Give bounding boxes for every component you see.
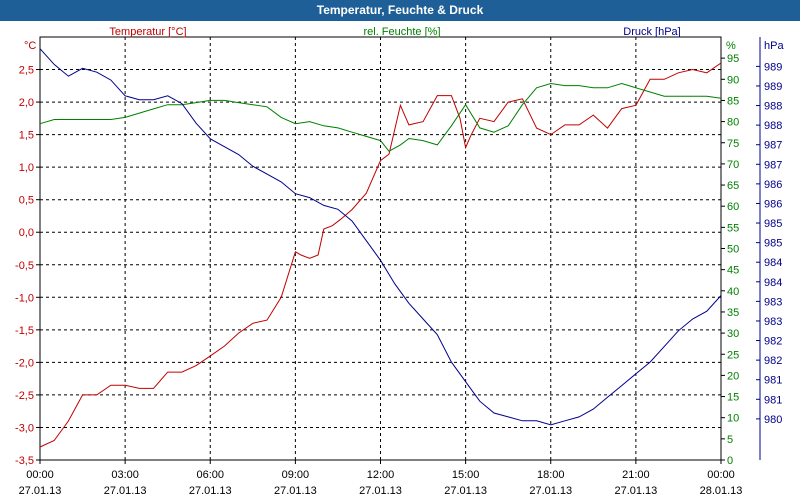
- pressure-axis-title: Druck [hPa]: [623, 26, 680, 38]
- humidity-tick-label: 85: [727, 95, 739, 107]
- date-tick-label: 27.01.13: [19, 485, 62, 497]
- pressure-tick-label: 981: [764, 394, 782, 406]
- temperature-unit-label: °C: [24, 40, 36, 52]
- pressure-tick-label: 982: [764, 336, 782, 348]
- pressure-axis: 989 989 988 988 987 987 986 986 985 985 984 984 983 9…: [756, 37, 784, 460]
- pressure-tick-label: 980: [764, 414, 782, 426]
- pressure-tick-label: 987: [764, 140, 782, 152]
- humidity-tick-label: 45: [727, 265, 739, 277]
- temperature-tick-label: -1,0: [15, 292, 34, 304]
- temperature-tick-label: 2,5: [19, 65, 34, 77]
- humidity-unit-label: %: [726, 40, 736, 52]
- humidity-axis-title: rel. Feuchte [%]: [363, 26, 440, 38]
- humidity-tick-label: 50: [727, 244, 739, 256]
- series-group: [39, 48, 722, 448]
- temperature-tick-label: 1,0: [19, 162, 34, 174]
- pressure-tick-label: 989: [764, 61, 782, 73]
- temperature-tick-label: -0,5: [15, 260, 34, 272]
- time-tick-label: 06:00: [196, 469, 224, 481]
- time-tick-label: 00:00: [26, 469, 54, 481]
- humidity-tick-label: 15: [727, 392, 739, 404]
- temperature-axis-title: Temperatur [°C]: [109, 26, 186, 38]
- time-tick-label: 12:00: [367, 469, 395, 481]
- pressure-tick-label: 987: [764, 159, 782, 171]
- axis-titles: Temperatur [°C] rel. Feuchte [%] Druck [hP…: [109, 26, 680, 38]
- humidity-tick-label: 20: [727, 370, 739, 382]
- window-title: Temperatur, Feuchte & Druck: [0, 0, 800, 21]
- time-tick-label: 09:00: [282, 469, 310, 481]
- pressure-tick-label: 985: [764, 218, 782, 230]
- grid: [40, 37, 721, 460]
- date-tick-label: 27.01.13: [359, 485, 402, 497]
- temperature-tick-label: 0,0: [19, 227, 34, 239]
- time-tick-label: 21:00: [622, 469, 650, 481]
- date-tick-label: 27.01.13: [529, 485, 572, 497]
- pressure-tick-label: 985: [764, 238, 782, 250]
- pressure-tick-label: 986: [764, 198, 782, 210]
- humidity-tick-label: 0: [727, 455, 733, 467]
- humidity-tick-label: 70: [727, 159, 739, 171]
- date-tick-label: 27.01.13: [104, 485, 147, 497]
- humidity-tick-label: 25: [727, 349, 739, 361]
- temperature-axis: 2,5 2,0 1,5 1,0 0,5 0,0 -0,5 -1,0 -1,5 -2,0 -2,5 -3…: [15, 40, 40, 467]
- series-line-temperature: [39, 62, 722, 448]
- date-tick-label: 27.01.13: [444, 485, 487, 497]
- date-tick-label: 28.01.13: [700, 485, 743, 497]
- time-tick-label: 15:00: [452, 469, 480, 481]
- humidity-tick-label: 30: [727, 328, 739, 340]
- series-line-pressure: [39, 48, 722, 426]
- pressure-tick-label: 983: [764, 316, 782, 328]
- temperature-tick-label: -2,5: [15, 390, 34, 402]
- pressure-tick-label: 988: [764, 101, 782, 113]
- humidity-tick-label: 90: [727, 74, 739, 86]
- humidity-tick-label: 95: [727, 53, 739, 65]
- temperature-tick-label: -3,5: [15, 455, 34, 467]
- pressure-tick-label: 989: [764, 81, 782, 93]
- temperature-tick-label: 0,5: [19, 195, 34, 207]
- humidity-tick-label: 40: [727, 286, 739, 298]
- humidity-tick-label: 5: [727, 434, 733, 446]
- pressure-tick-label: 983: [764, 296, 782, 308]
- humidity-tick-label: 80: [727, 117, 739, 129]
- temperature-tick-label: -1,5: [15, 325, 34, 337]
- humidity-tick-label: 35: [727, 307, 739, 319]
- time-tick-label: 18:00: [537, 469, 565, 481]
- temperature-tick-label: 2,0: [19, 97, 34, 109]
- temperature-tick-label: -2,0: [15, 357, 34, 369]
- pressure-tick-label: 986: [764, 179, 782, 191]
- time-tick-label: 00:00: [707, 469, 735, 481]
- humidity-tick-label: 55: [727, 222, 739, 234]
- pressure-tick-label: 988: [764, 120, 782, 132]
- pressure-tick-label: 982: [764, 355, 782, 367]
- pressure-tick-label: 981: [764, 375, 782, 387]
- humidity-tick-label: 75: [727, 138, 739, 150]
- date-tick-label: 27.01.13: [614, 485, 657, 497]
- pressure-tick-label: 984: [764, 277, 782, 289]
- time-axis: 00:00 27.01.13 03:00 27.01.13 06:00 27.01.13 0…: [19, 460, 743, 497]
- temperature-tick-label: 1,5: [19, 130, 34, 142]
- humidity-tick-label: 10: [727, 413, 739, 425]
- date-tick-label: 27.01.13: [189, 485, 232, 497]
- humidity-tick-label: 65: [727, 180, 739, 192]
- date-tick-label: 27.01.13: [274, 485, 317, 497]
- humidity-tick-label: 60: [727, 201, 739, 213]
- time-tick-label: 03:00: [111, 469, 139, 481]
- pressure-unit-label: hPa: [764, 40, 784, 52]
- pressure-tick-label: 984: [764, 257, 782, 269]
- series-line-humidity: [39, 82, 722, 152]
- temperature-tick-label: -3,0: [15, 422, 34, 434]
